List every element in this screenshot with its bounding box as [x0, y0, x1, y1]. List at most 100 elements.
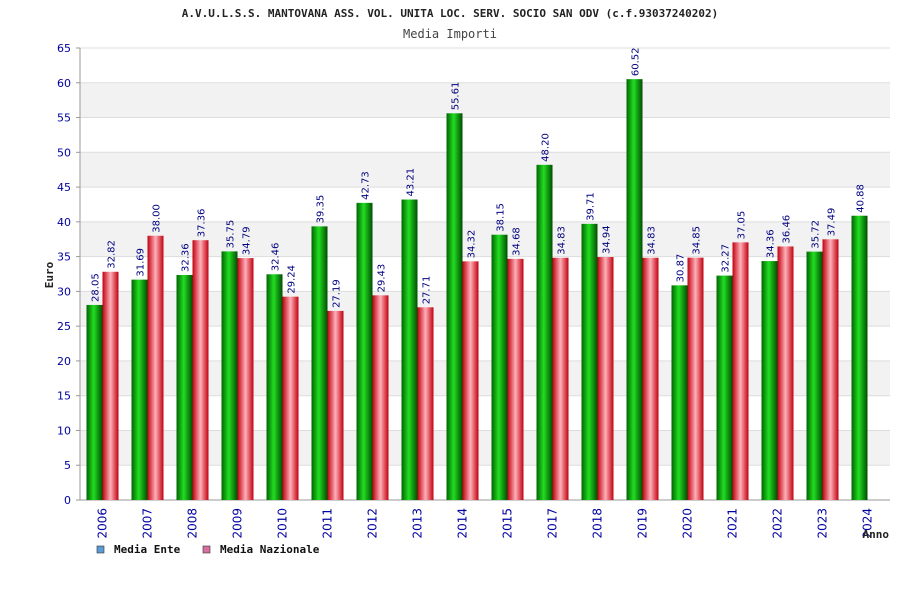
data-label-media-ente: 39.71: [586, 192, 597, 221]
data-label-media-ente: 35.75: [226, 220, 237, 249]
bar-media-ente: [176, 274, 193, 500]
data-label-media-nazionale: 29.24: [287, 265, 298, 294]
data-label-media-nazionale: 38.00: [152, 204, 163, 233]
x-tick-label: 2020: [681, 508, 695, 539]
bar-media-nazionale: [462, 261, 479, 500]
bar-media-ente: [356, 202, 373, 500]
bar-media-ente: [401, 199, 418, 501]
bar-media-nazionale: [777, 246, 794, 500]
legend-swatch-media-nazionale: [202, 545, 211, 554]
grid-band: [80, 326, 890, 361]
bar-media-nazionale: [282, 296, 299, 500]
x-tick-label: 2009: [231, 508, 245, 539]
bar-media-ente: [491, 234, 508, 501]
legend: Media Ente Media Nazionale: [96, 543, 320, 556]
grid-band: [80, 152, 890, 188]
bar-media-ente: [626, 79, 643, 500]
grid-band: [80, 82, 890, 118]
y-tick-label: 0: [64, 494, 71, 507]
bar-media-nazionale: [552, 257, 569, 500]
bar-media-nazionale: [822, 239, 839, 501]
bar-media-ente: [446, 113, 463, 500]
bar-media-nazionale: [507, 258, 524, 500]
y-tick-label: 60: [57, 77, 71, 90]
bar-media-nazionale: [327, 310, 344, 500]
grid-band: [80, 48, 890, 83]
bar-media-nazionale: [192, 240, 209, 500]
bar-media-ente: [761, 261, 778, 500]
data-label-media-ente: 28.05: [91, 273, 102, 302]
bar-media-nazionale: [642, 257, 659, 500]
data-labels: 28.05 32.82 31.69 38.00 32.36 37.36 35.75 34.79…: [91, 48, 867, 308]
bar-media-ente: [671, 285, 688, 500]
y-tick-label: 45: [57, 181, 71, 194]
y-tick-label: 10: [57, 424, 71, 437]
y-tick-label: 35: [57, 251, 71, 264]
y-tick-label: 5: [64, 459, 71, 472]
bar-media-nazionale: [597, 257, 614, 500]
data-label-media-ente: 32.36: [181, 243, 192, 272]
bar-media-nazionale: [102, 271, 119, 500]
chart-title: A.V.U.L.S.S. MANTOVANA ASS. VOL. UNITA L…: [182, 7, 718, 20]
y-tick-label: 15: [57, 390, 71, 403]
bar-media-ente: [536, 164, 553, 500]
y-tick-label: 65: [57, 42, 71, 55]
bar-media-ente: [716, 275, 733, 500]
bar-media-ente: [221, 251, 238, 500]
data-label-media-ente: 60.52: [631, 48, 642, 77]
x-axis-ticks: 2006 2007 2008 2009 2010 2011 2012 2013 2014 2015…: [96, 508, 875, 539]
bar-media-ente: [581, 223, 598, 500]
x-tick-label: 2006: [96, 508, 110, 539]
data-label-media-nazionale: 29.43: [377, 264, 388, 293]
grid-band: [80, 256, 890, 292]
x-tick-label: 2019: [636, 508, 650, 539]
data-label-media-nazionale: 36.46: [782, 215, 793, 244]
x-tick-label: 2017: [546, 508, 560, 539]
data-label-media-ente: 40.88: [856, 184, 867, 213]
bar-media-nazionale: [147, 235, 164, 500]
bar-media-nazionale: [372, 295, 389, 500]
y-tick-label: 40: [57, 216, 71, 229]
x-axis-label: Anno: [863, 528, 890, 541]
grid-band: [80, 395, 890, 431]
y-tick-label: 30: [57, 285, 71, 298]
data-label-media-nazionale: 32.82: [107, 240, 118, 269]
y-tick-label: 50: [57, 146, 71, 159]
data-label-media-nazionale: 37.05: [737, 211, 748, 240]
data-label-media-ente: 55.61: [451, 82, 462, 111]
bar-media-ente: [851, 215, 868, 500]
data-label-media-nazionale: 37.36: [197, 209, 208, 238]
x-tick-label: 2013: [411, 508, 425, 539]
bar-media-ente: [131, 279, 148, 500]
x-tick-label: 2015: [501, 508, 515, 539]
x-tick-label: 2011: [321, 508, 335, 539]
data-label-media-ente: 43.21: [406, 168, 417, 197]
x-tick-label: 2023: [816, 508, 830, 539]
data-label-media-nazionale: 34.79: [242, 226, 253, 255]
bar-media-nazionale: [732, 242, 749, 501]
bar-media-nazionale: [417, 307, 434, 500]
grid-band: [80, 360, 890, 396]
data-label-media-ente: 30.87: [676, 254, 687, 283]
data-label-media-nazionale: 34.85: [692, 226, 703, 255]
y-tick-label: 20: [57, 355, 71, 368]
data-label-media-nazionale: 34.32: [467, 230, 478, 259]
data-label-media-nazionale: 34.83: [647, 226, 658, 255]
bar-media-nazionale: [687, 257, 704, 500]
legend-label-media-nazionale: Media Nazionale: [220, 543, 320, 556]
bar-media-ente: [86, 304, 103, 500]
data-label-media-ente: 31.69: [136, 248, 147, 277]
y-tick-label: 55: [57, 112, 71, 125]
data-label-media-ente: 38.15: [496, 203, 507, 232]
data-label-media-nazionale: 37.49: [827, 208, 838, 237]
chart-subtitle: Media Importi: [403, 27, 497, 41]
y-axis-ticks: 0 5 10 15 20 25 30 35 40 45 50 55 60 65: [57, 42, 80, 507]
bar-media-nazionale: [237, 258, 254, 500]
data-label-media-nazionale: 34.83: [557, 226, 568, 255]
grid-band: [80, 430, 890, 466]
x-tick-label: 2021: [726, 508, 740, 539]
grid-band: [80, 221, 890, 257]
y-tick-label: 25: [57, 320, 71, 333]
data-label-media-ente: 34.36: [766, 229, 777, 258]
